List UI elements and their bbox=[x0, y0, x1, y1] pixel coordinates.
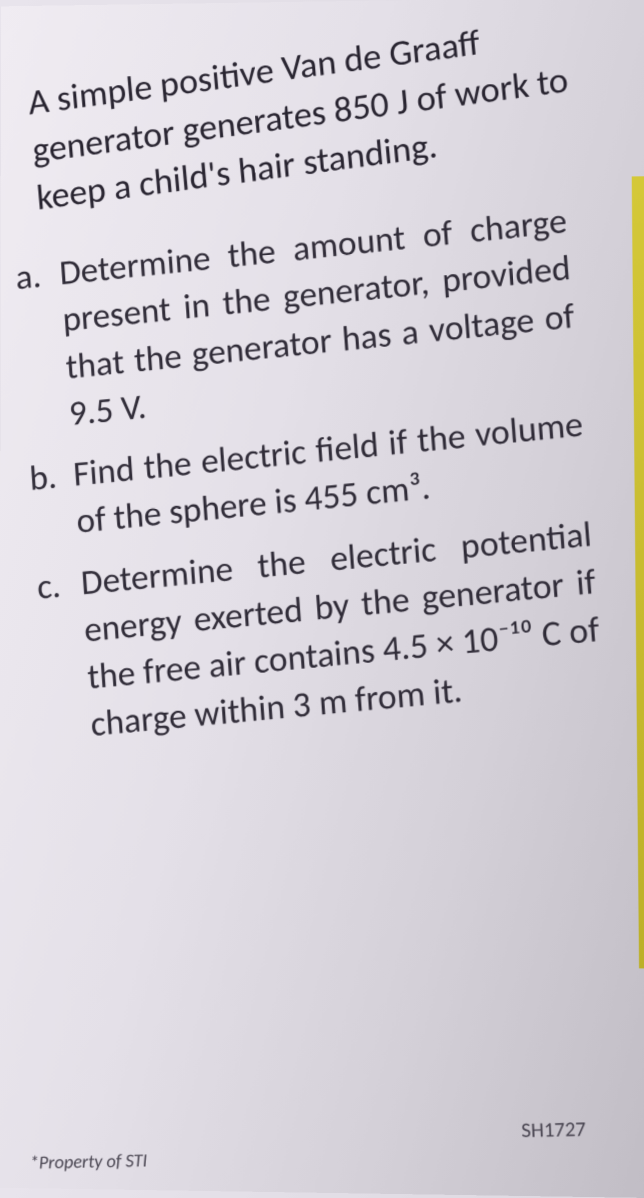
document-page: A simple positive Van de Graaff generato… bbox=[0, 0, 644, 1198]
item-marker: a. bbox=[14, 253, 43, 302]
item-text: Determine the amount of charge present i… bbox=[58, 200, 576, 435]
item-marker: c. bbox=[35, 562, 62, 611]
item-marker: b. bbox=[28, 454, 58, 504]
question-item-a: a. Determine the amount of charge presen… bbox=[14, 196, 595, 442]
question-item-c: c. Determine the electric potential ener… bbox=[35, 509, 620, 753]
footer-property-text: *Property of STI bbox=[29, 1149, 147, 1174]
footer-code: SH1727 bbox=[521, 1117, 587, 1143]
yellow-side-strip bbox=[632, 176, 644, 968]
page-footer: *Property of STI SH1727 bbox=[29, 1117, 608, 1174]
item-text: Determine the electric potential energy … bbox=[79, 512, 600, 745]
question-list: a. Determine the amount of charge presen… bbox=[14, 196, 620, 753]
problem-intro: A simple positive Van de Graaff generato… bbox=[26, 3, 603, 222]
